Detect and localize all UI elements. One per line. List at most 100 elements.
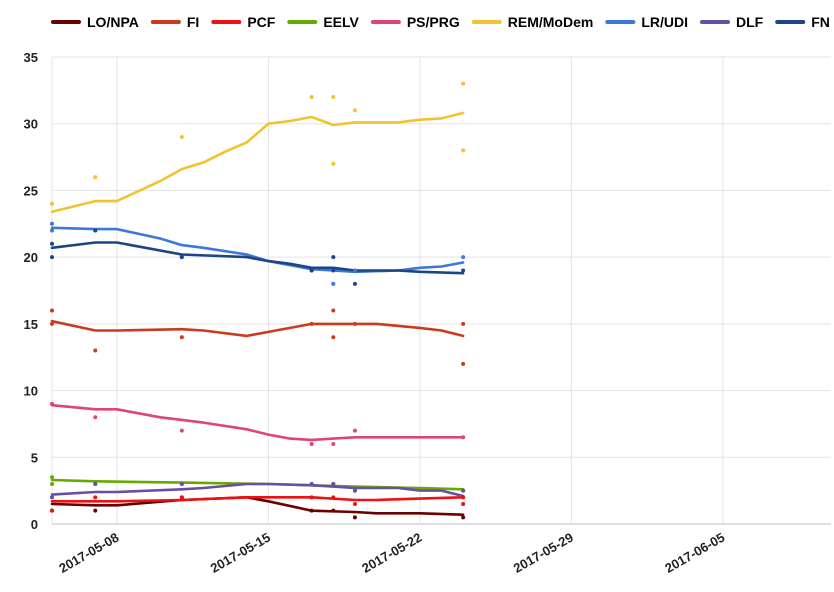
data-point-pcf [93, 495, 98, 500]
data-point-dlf [50, 495, 54, 500]
data-point-fn [50, 241, 54, 246]
data-point-fn [331, 255, 336, 260]
data-point-lr-udi [461, 255, 466, 260]
data-point-ps-prg [309, 441, 314, 446]
data-point-lr-udi [50, 228, 54, 233]
data-point-fi [461, 321, 466, 326]
data-point-dlf [309, 481, 314, 486]
data-point-pcf [179, 495, 184, 500]
series-line-lo-npa [50, 496, 465, 516]
series-points [50, 81, 466, 520]
x-tick-label: 2017-06-05 [662, 530, 727, 576]
data-point-fn [93, 228, 98, 233]
data-point-rem-modem [331, 161, 336, 166]
x-tick-label: 2017-05-22 [359, 530, 424, 576]
legend-item-fn[interactable]: FN [775, 14, 830, 30]
legend-item-ps-prg[interactable]: PS/PRG [370, 14, 460, 30]
data-point-ps-prg [461, 435, 466, 440]
legend-item-lr-udi[interactable]: LR/UDI [605, 14, 688, 30]
legend-label: LO/NPA [87, 14, 139, 30]
data-point-lr-udi [50, 221, 54, 226]
legend-label: PCF [247, 14, 275, 30]
legend-item-fi[interactable]: FI [150, 14, 199, 30]
legend-label: EELV [323, 14, 359, 30]
data-point-fi [309, 321, 314, 326]
data-point-rem-modem [93, 175, 98, 180]
y-axis: 0 5 10 15 20 25 30 35 [24, 50, 38, 532]
series-line-rem-modem [50, 111, 465, 214]
data-point-eelv [50, 481, 54, 486]
x-axis: 2017-05-08 2017-05-15 2017-05-22 2017-05-29… [56, 530, 727, 576]
series-line-ps-prg [50, 403, 465, 442]
x-tick-label: 2017-05-08 [56, 530, 121, 576]
series-line-lr-udi [50, 226, 465, 274]
legend-label: REM/MoDem [508, 14, 594, 30]
y-tick-label: 10 [24, 384, 38, 399]
data-point-lo-npa [331, 508, 336, 513]
legend-item-eelv[interactable]: EELV [287, 14, 360, 30]
y-tick-label: 20 [24, 250, 38, 265]
legend-item-pcf[interactable]: PCF [211, 14, 276, 30]
y-tick-label: 15 [24, 317, 38, 332]
data-point-rem-modem [331, 95, 336, 100]
x-tick-label: 2017-05-15 [208, 530, 273, 576]
data-point-lr-udi [352, 268, 357, 273]
data-point-lo-npa [93, 508, 98, 513]
data-point-pcf [461, 501, 466, 506]
y-tick-label: 0 [31, 517, 38, 532]
legend-item-rem-modem[interactable]: REM/MoDem [471, 14, 594, 30]
y-tick-label: 35 [24, 50, 38, 65]
data-point-fi [331, 335, 336, 340]
data-point-fn [461, 268, 466, 273]
data-point-pcf [309, 495, 314, 500]
data-point-fi [50, 321, 54, 326]
series-lines [50, 111, 465, 516]
x-tick-label: 2017-05-29 [511, 530, 576, 576]
data-point-rem-modem [50, 201, 54, 206]
data-point-fi [352, 321, 357, 326]
legend-item-lo-npa[interactable]: LO/NPA [51, 14, 139, 30]
data-point-fn [331, 268, 336, 273]
y-tick-label: 5 [31, 450, 38, 465]
data-point-fi [331, 308, 336, 313]
legend[interactable]: LO/NPA FI PCF EELV PS/PRG REM/MoDem LR/UDI DLF F… [51, 14, 830, 30]
legend-label: FI [187, 14, 199, 30]
legend-label: PS/PRG [407, 14, 460, 30]
legend-label: DLF [736, 14, 764, 30]
data-point-lr-udi [331, 281, 336, 286]
data-point-rem-modem [352, 108, 357, 113]
series-line-fi [50, 319, 465, 338]
data-point-eelv [50, 475, 54, 480]
data-point-pcf [331, 495, 336, 500]
data-point-fn [179, 255, 184, 260]
series-line-pcf [50, 496, 465, 503]
data-point-lo-npa [309, 508, 314, 513]
data-point-lo-npa [461, 515, 466, 520]
data-point-rem-modem [461, 148, 466, 153]
data-point-rem-modem [461, 81, 466, 86]
data-point-fi [461, 361, 466, 366]
legend-label: FN [811, 14, 830, 30]
data-point-dlf [461, 488, 466, 493]
data-point-ps-prg [179, 428, 184, 433]
data-point-lo-npa [352, 515, 357, 520]
data-point-pcf [352, 501, 357, 506]
data-point-pcf [50, 508, 54, 513]
data-point-ps-prg [331, 441, 336, 446]
data-point-ps-prg [50, 401, 54, 406]
legend-label: LR/UDI [641, 14, 688, 30]
data-point-ps-prg [93, 415, 98, 420]
data-point-dlf [331, 481, 336, 486]
data-point-dlf [179, 481, 184, 486]
grid [51, 56, 831, 525]
series-line-fn [50, 241, 465, 275]
legend-item-dlf[interactable]: DLF [699, 14, 764, 30]
data-point-ps-prg [352, 428, 357, 433]
data-point-fn [50, 255, 54, 260]
y-tick-label: 30 [24, 117, 38, 132]
data-point-rem-modem [179, 135, 184, 140]
data-point-pcf [461, 495, 466, 500]
data-point-fi [179, 335, 184, 340]
data-point-rem-modem [309, 95, 314, 100]
